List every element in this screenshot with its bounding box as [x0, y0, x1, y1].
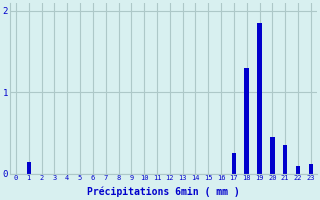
- Bar: [257, 23, 262, 174]
- Bar: [232, 153, 236, 174]
- X-axis label: Précipitations 6min ( mm ): Précipitations 6min ( mm ): [87, 187, 240, 197]
- Bar: [283, 145, 287, 174]
- Bar: [308, 164, 313, 174]
- Bar: [270, 137, 275, 174]
- Bar: [296, 166, 300, 174]
- Bar: [27, 162, 31, 174]
- Bar: [244, 68, 249, 174]
